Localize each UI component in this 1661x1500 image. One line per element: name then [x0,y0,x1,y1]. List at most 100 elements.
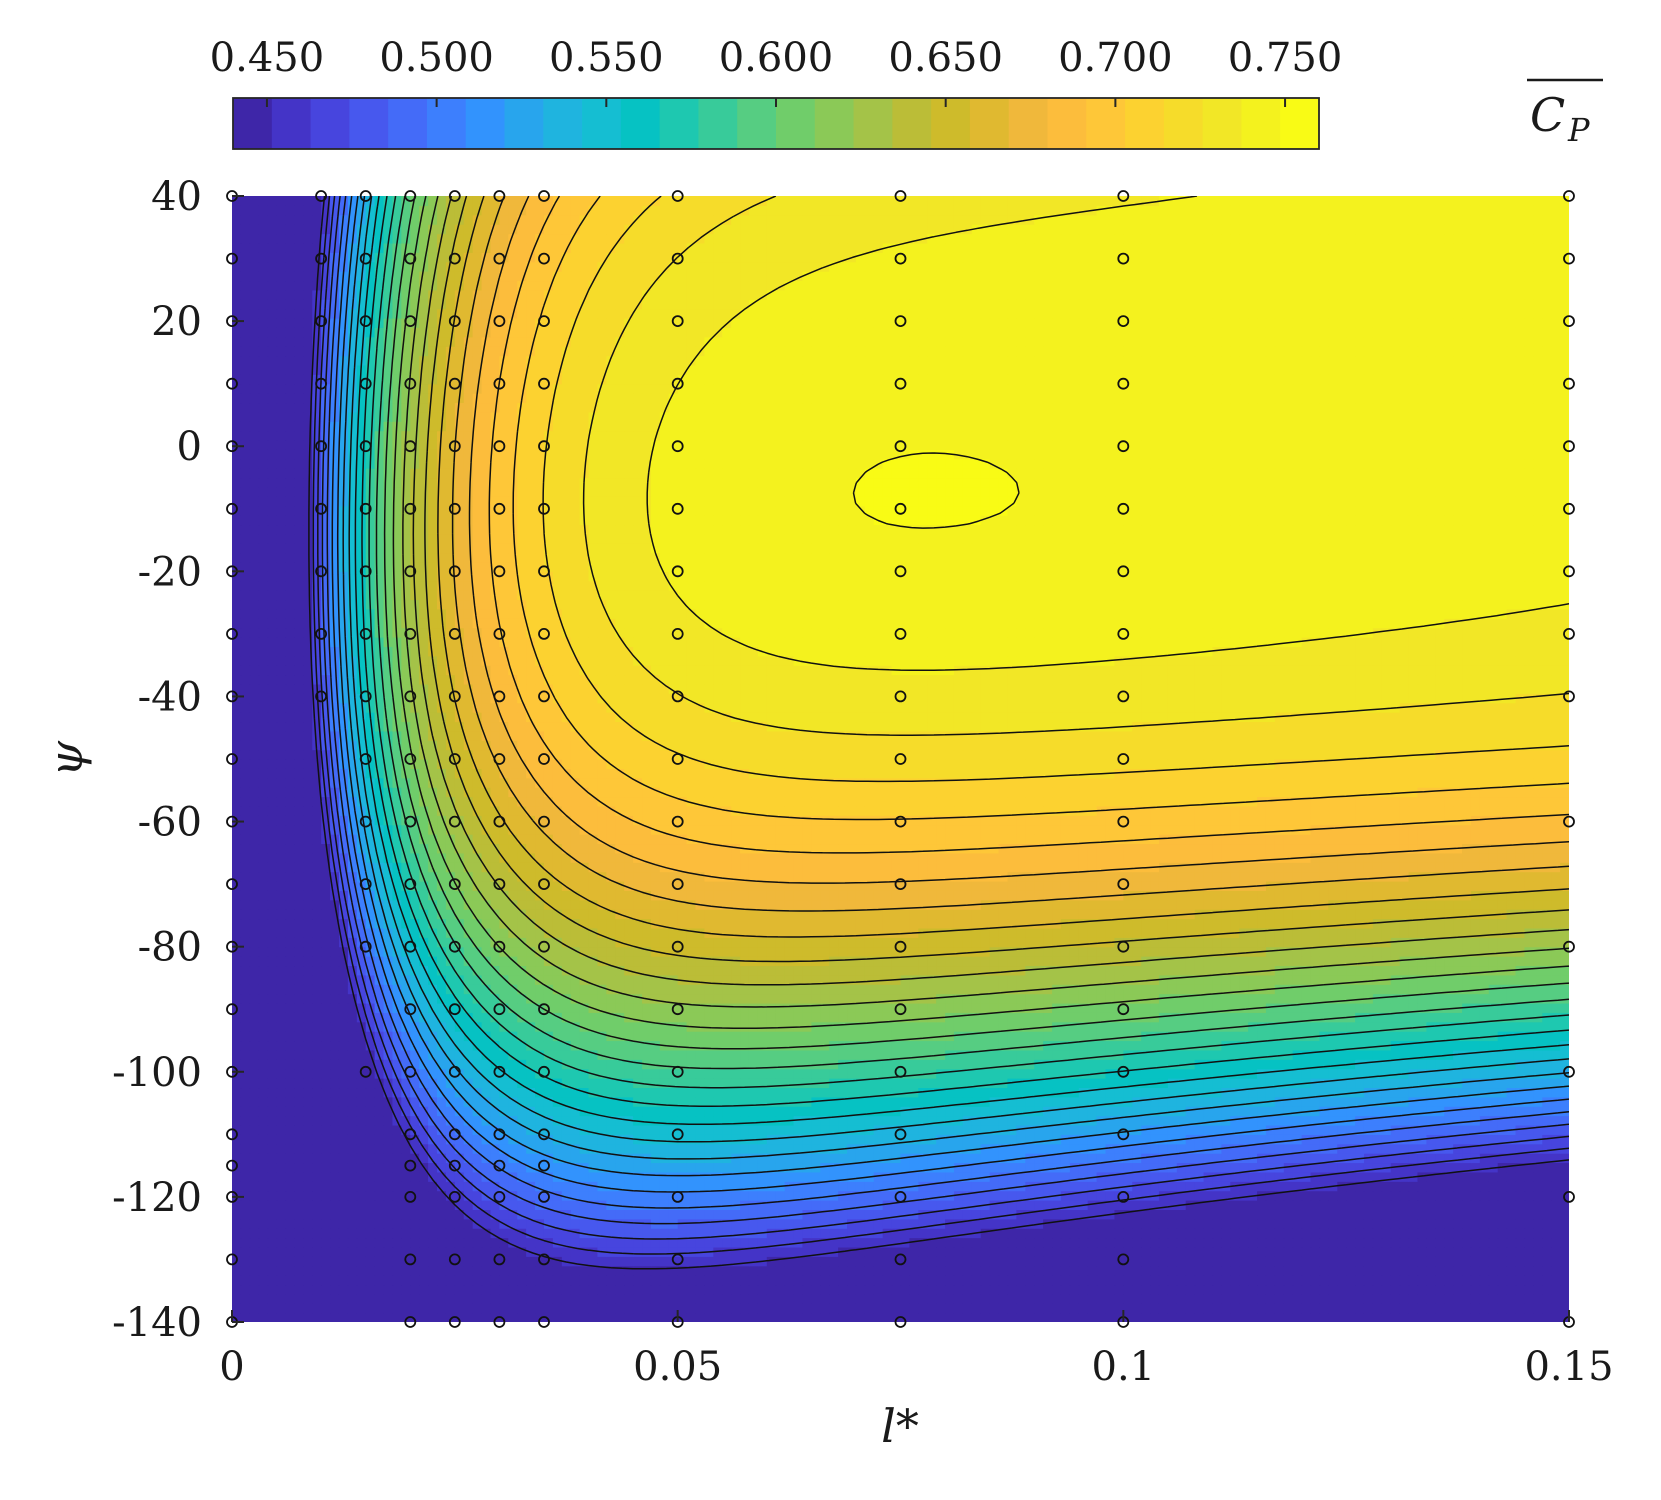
contour-cell [1204,1294,1214,1304]
contour-cell [687,1050,697,1060]
contour-cell [303,1294,313,1304]
contour-cell [642,1172,652,1182]
contour-cell [1007,1012,1017,1022]
contour-cell [268,1284,278,1294]
contour-cell [437,1303,447,1313]
contour-cell [1337,1303,1347,1313]
contour-cell [1132,1022,1142,1032]
contour-cell [526,1116,536,1126]
contour-cell [1159,1228,1169,1238]
contour-cell [669,1266,679,1276]
contour-cell [508,1266,518,1276]
contour-cell [1186,1162,1196,1172]
contour-cell [1551,1219,1561,1229]
contour-cell [1204,1144,1214,1154]
contour-cell [651,1078,661,1088]
contour-cell [250,1050,260,1060]
contour-cell [901,1097,911,1107]
contour-cell [455,1144,465,1154]
contour-cell [1542,1209,1552,1219]
contour-cell [713,1069,723,1079]
contour-cell [1480,1041,1490,1051]
contour-cell [785,1134,795,1144]
contour-cell [330,1303,340,1313]
contour-cell [1480,1181,1490,1191]
contour-cell [740,1275,750,1285]
contour-cell [1079,1219,1089,1229]
contour-cell [1186,1181,1196,1191]
contour-cell [687,1012,697,1022]
contour-cell [526,1313,536,1323]
contour-cell [731,1313,741,1323]
contour-cell [1212,1266,1222,1276]
contour-cell [892,1303,902,1313]
contour-cell [722,1050,732,1060]
contour-cell [1248,1256,1258,1266]
contour-cell [740,1106,750,1116]
contour-cell [1524,1191,1534,1201]
contour-cell [1025,1275,1035,1285]
contour-cell [740,1256,750,1266]
contour-cell [713,1219,723,1229]
contour-cell [268,1247,278,1257]
contour-cell [285,1144,295,1154]
contour-cell [785,1097,795,1107]
contour-cell [312,1069,322,1079]
contour-cell [1150,1219,1160,1229]
contour-cell [1426,1209,1436,1219]
contour-cell [1079,1078,1089,1088]
contour-cell [606,1238,616,1248]
contour-cell [330,1134,340,1144]
contour-cell [1150,1209,1160,1219]
contour-cell [811,1031,821,1041]
contour-cell [651,1284,661,1294]
contour-cell [1043,1116,1053,1126]
contour-cell [277,1069,287,1079]
contour-cell [597,1209,607,1219]
contour-cell [544,1106,554,1116]
contour-cell [901,1275,911,1285]
contour-cell [1293,1266,1303,1276]
contour-cell [330,1275,340,1285]
contour-cell [1248,1219,1258,1229]
contour-cell [883,1022,893,1032]
contour-cell [571,1294,581,1304]
contour-cell [1141,1247,1151,1257]
contour-cell [633,1069,643,1079]
contour-cell [303,1012,313,1022]
contour-cell [999,1219,1009,1229]
contour-cell [963,1125,973,1135]
contour-cell [241,1219,251,1229]
contour-cell [517,1294,527,1304]
contour-cell [508,1275,518,1285]
contour-cell [624,1041,634,1051]
contour-cell [624,1200,634,1210]
contour-cell [811,1116,821,1126]
contour-cell [1284,1313,1294,1323]
contour-cell [1426,1116,1436,1126]
contour-cell [580,1181,590,1191]
contour-cell [1364,1050,1374,1060]
contour-cell [330,1162,340,1172]
contour-cell [1400,1041,1410,1051]
contour-cell [1114,1266,1124,1276]
contour-cell [1364,1022,1374,1032]
contour-cell [285,1134,295,1144]
contour-cell [1444,1162,1454,1172]
contour-cell [981,1303,991,1313]
contour-cell [847,1087,857,1097]
contour-cell [660,1266,670,1276]
contour-cell [963,1087,973,1097]
contour-cell [392,1256,402,1266]
contour-cell [1079,1247,1089,1257]
contour-cell [1212,1012,1222,1022]
contour-cell [820,1050,830,1060]
contour-cell [1373,1078,1383,1088]
contour-cell [1159,1284,1169,1294]
contour-cell [473,1209,483,1219]
contour-cell [1524,1266,1534,1276]
contour-cell [277,1022,287,1032]
contour-cell [1088,1144,1098,1154]
contour-cell [1168,1012,1178,1022]
contour-cell [384,1266,394,1276]
